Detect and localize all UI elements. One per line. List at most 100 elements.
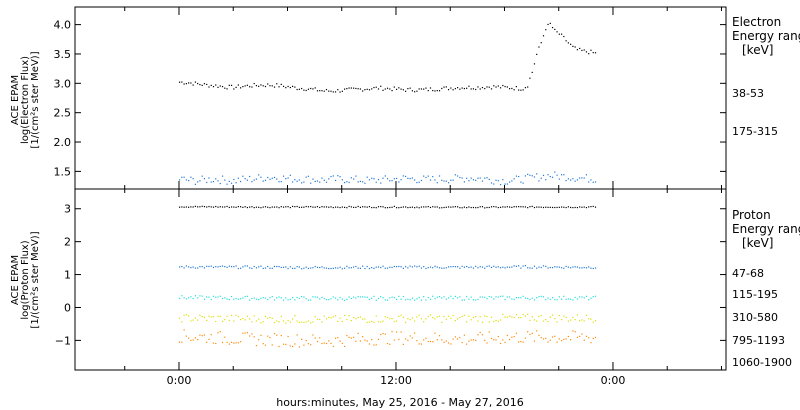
data-point (425, 299, 427, 301)
data-point (502, 206, 504, 208)
data-point (427, 296, 429, 299)
data-point (409, 298, 411, 301)
data-point (188, 297, 190, 299)
data-point (310, 344, 312, 346)
data-point (504, 206, 506, 208)
electron-ylabel-line2: log(Electron Flux) (20, 56, 31, 144)
data-point (334, 337, 337, 339)
data-point (502, 266, 504, 268)
data-point (208, 296, 210, 298)
data-point (556, 299, 558, 301)
data-point (364, 339, 366, 341)
data-point (484, 339, 486, 342)
data-point (475, 179, 477, 182)
data-point (468, 85, 470, 87)
data-point (217, 180, 219, 182)
data-point (230, 265, 233, 268)
data-point (536, 320, 538, 322)
data-point (520, 206, 522, 208)
data-point (215, 178, 217, 180)
data-point (470, 319, 472, 321)
data-point (502, 295, 504, 297)
proton-frame (74, 188, 727, 371)
data-point (590, 267, 592, 269)
data-point (398, 265, 400, 268)
data-point (395, 320, 398, 322)
data-point (554, 266, 556, 268)
data-point (400, 88, 402, 90)
data-point (443, 315, 445, 318)
data-point (332, 316, 334, 318)
data-point (389, 88, 391, 90)
data-point (377, 88, 380, 90)
data-point (316, 90, 319, 92)
data-point (183, 267, 185, 269)
data-point (325, 267, 328, 269)
data-point (206, 83, 208, 86)
data-point (325, 88, 328, 91)
data-point (590, 318, 592, 320)
data-point (339, 176, 341, 178)
data-point (282, 320, 285, 322)
data-point (463, 87, 465, 90)
data-point (499, 87, 502, 89)
data-point (242, 175, 244, 177)
data-point (506, 334, 508, 337)
data-point (475, 299, 477, 301)
data-point (398, 207, 400, 209)
data-point (341, 320, 343, 323)
data-point (246, 315, 248, 317)
x-tick-label: 0:00 (167, 374, 192, 387)
data-point (273, 206, 276, 208)
data-point (529, 333, 531, 336)
data-point (416, 298, 418, 300)
data-point (230, 295, 233, 298)
data-point (316, 340, 319, 343)
data-point (389, 266, 391, 268)
data-point (294, 206, 296, 208)
data-point (389, 180, 391, 182)
data-point (249, 318, 251, 320)
data-point (353, 317, 355, 319)
data-point (542, 265, 545, 267)
data-point (459, 176, 461, 179)
data-point (452, 179, 454, 181)
data-point (466, 295, 468, 298)
proton-legend-title-line3: [keV] (742, 236, 773, 250)
data-point (201, 266, 203, 268)
data-point (511, 180, 513, 182)
data-point (298, 206, 300, 208)
data-point (273, 176, 276, 179)
data-point (310, 299, 312, 301)
data-point (389, 343, 391, 345)
data-point (240, 318, 242, 321)
data-point (475, 265, 477, 267)
data-point (540, 314, 542, 317)
data-point (203, 334, 206, 336)
data-point (425, 176, 427, 179)
data-point (310, 267, 312, 269)
data-point (192, 297, 194, 300)
data-point (289, 206, 291, 209)
data-point (540, 295, 542, 297)
data-point (463, 181, 465, 183)
data-point (269, 297, 271, 299)
data-point (522, 295, 524, 297)
data-point (411, 317, 414, 319)
data-point (395, 331, 398, 333)
data-point (312, 88, 314, 90)
data-point (353, 206, 355, 208)
data-point (398, 87, 400, 89)
data-point (499, 183, 502, 186)
data-point (468, 315, 470, 317)
data-point (495, 296, 497, 298)
data-point (377, 206, 380, 208)
data-point (554, 206, 556, 209)
legend-proton-310-580: 310-580 (732, 311, 778, 324)
data-point (319, 206, 321, 209)
data-point (509, 181, 511, 183)
data-point (237, 177, 239, 179)
data-point (416, 266, 418, 268)
data-point (316, 180, 319, 182)
data-point (420, 206, 423, 208)
